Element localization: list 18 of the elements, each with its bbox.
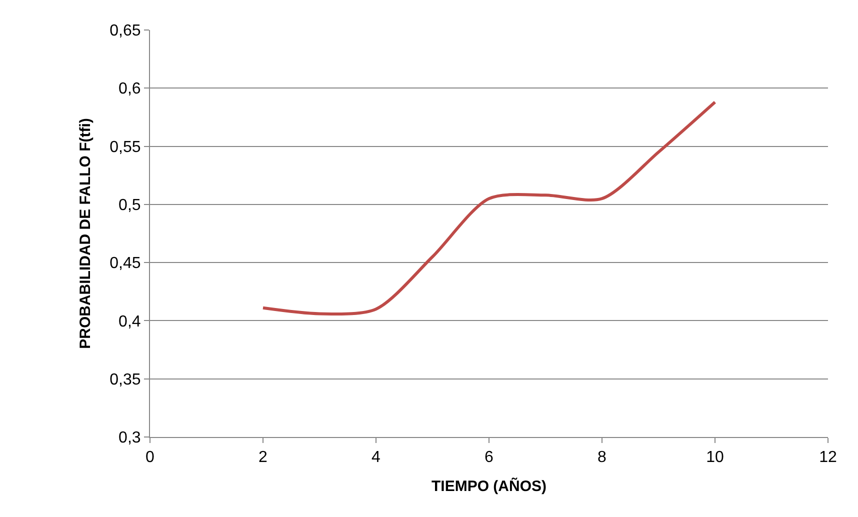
x-tick-label: 10 [706,449,724,466]
y-tick-label: 0,6 [118,80,141,98]
y-tick-label: 0,3 [118,430,141,447]
x-axis-title: TIEMPO (AÑOS) [432,477,546,496]
y-tick-label: 0,55 [110,138,141,156]
y-tick-label: 0,5 [118,197,141,214]
x-tick-label: 8 [598,449,607,466]
y-axis-title: PROBABILIDAD DE FALLO F(tfi) [76,118,94,349]
x-tick-label: 2 [258,449,268,466]
x-tick-label: 12 [819,449,837,466]
y-tick-label: 0,35 [110,371,141,388]
x-tick-label: 4 [372,449,381,466]
y-tick-label: 0,65 [110,22,141,40]
x-tick-label: 6 [484,449,494,466]
x-tick-label: 0 [146,449,155,466]
y-tick-label: 0,4 [118,313,141,330]
line-series [262,100,716,316]
y-tick-label: 0,45 [110,255,141,272]
